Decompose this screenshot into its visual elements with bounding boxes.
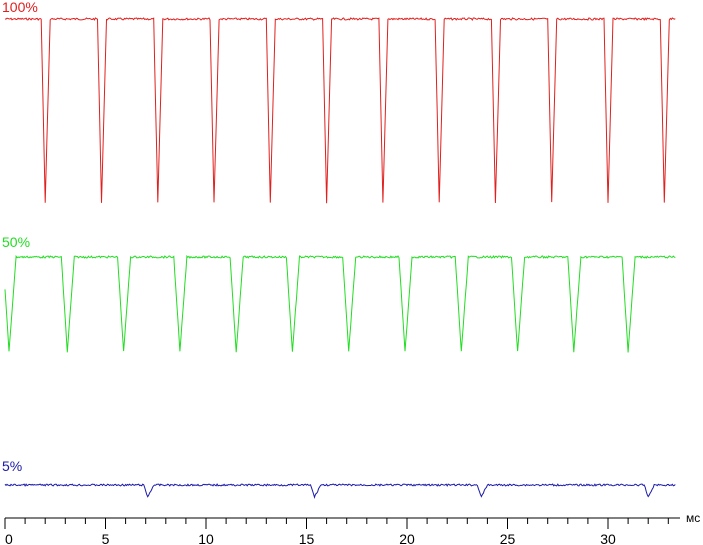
series-layer (4, 17, 676, 499)
x-tick-label-30: 30 (600, 531, 616, 545)
series-label-5: 5% (2, 458, 22, 474)
x-tick-label-0: 0 (5, 531, 13, 545)
series-line-0 (4, 17, 676, 204)
series-line-2 (4, 483, 676, 499)
x-axis: 0 5 10 15 20 25 30 (4, 517, 680, 545)
x-tick-label-5: 5 (102, 531, 110, 545)
x-tick-label-15: 15 (299, 531, 315, 545)
x-tick-label-20: 20 (399, 531, 415, 545)
x-tick-label-10: 10 (198, 531, 214, 545)
series-label-100: 100% (2, 0, 38, 15)
x-tick-label-25: 25 (500, 531, 516, 545)
x-axis-unit-label: мс (686, 511, 700, 525)
series-label-50: 50% (2, 234, 30, 250)
series-line-1 (4, 254, 676, 353)
